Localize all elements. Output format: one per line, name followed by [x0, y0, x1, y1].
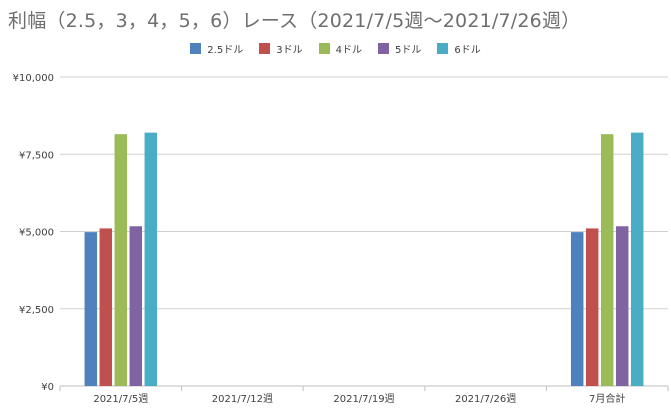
x-tick-label: 2021/7/19週	[333, 393, 394, 405]
legend-label: 6ドル	[454, 45, 481, 56]
legend-item: 5ドル	[377, 41, 422, 56]
x-tick-label: 7月合計	[589, 392, 625, 405]
bar	[630, 132, 644, 386]
bar	[129, 226, 143, 386]
bar	[114, 134, 128, 386]
bar	[600, 134, 614, 386]
legend-item: 3ドル	[259, 41, 303, 56]
legend-swatch	[437, 43, 449, 54]
legend-item: 6ドル	[437, 41, 481, 56]
legend-item: 4ドル	[318, 41, 362, 56]
legend-swatch	[190, 43, 202, 54]
y-tick-label: ¥0	[41, 382, 54, 393]
x-tick-label: 2021/7/12週	[212, 393, 273, 405]
chart-title: 利幅（2.5，3，4，5，6）レース（2021/7/5週～2021/7/26週）	[8, 10, 581, 32]
y-tick-label: ¥7,500	[19, 150, 54, 161]
x-tick-label: 2021/7/26週	[455, 393, 516, 405]
legend-label: 4ドル	[335, 45, 362, 56]
legend-label: 5ドル	[394, 45, 422, 56]
bar	[144, 132, 158, 386]
legend-swatch	[259, 43, 271, 54]
legend-item: 2.5ドル	[190, 41, 243, 56]
bar	[99, 228, 113, 386]
bar	[615, 226, 629, 386]
legend-label: 2.5ドル	[207, 45, 244, 56]
legend-label: 3ドル	[276, 45, 303, 56]
legend-swatch	[318, 43, 330, 54]
x-tick-label: 2021/7/5週	[93, 393, 148, 405]
bar	[585, 228, 599, 386]
chart-legend: 2.5ドル 3ドル 4ドル 5ドル 6ドル	[0, 41, 671, 56]
y-tick-label: ¥5,000	[19, 228, 54, 239]
legend-swatch	[377, 43, 389, 54]
y-tick-label: ¥2,500	[19, 305, 54, 316]
bar	[570, 232, 584, 386]
bar	[84, 232, 98, 386]
y-tick-label: ¥10,000	[13, 73, 54, 84]
